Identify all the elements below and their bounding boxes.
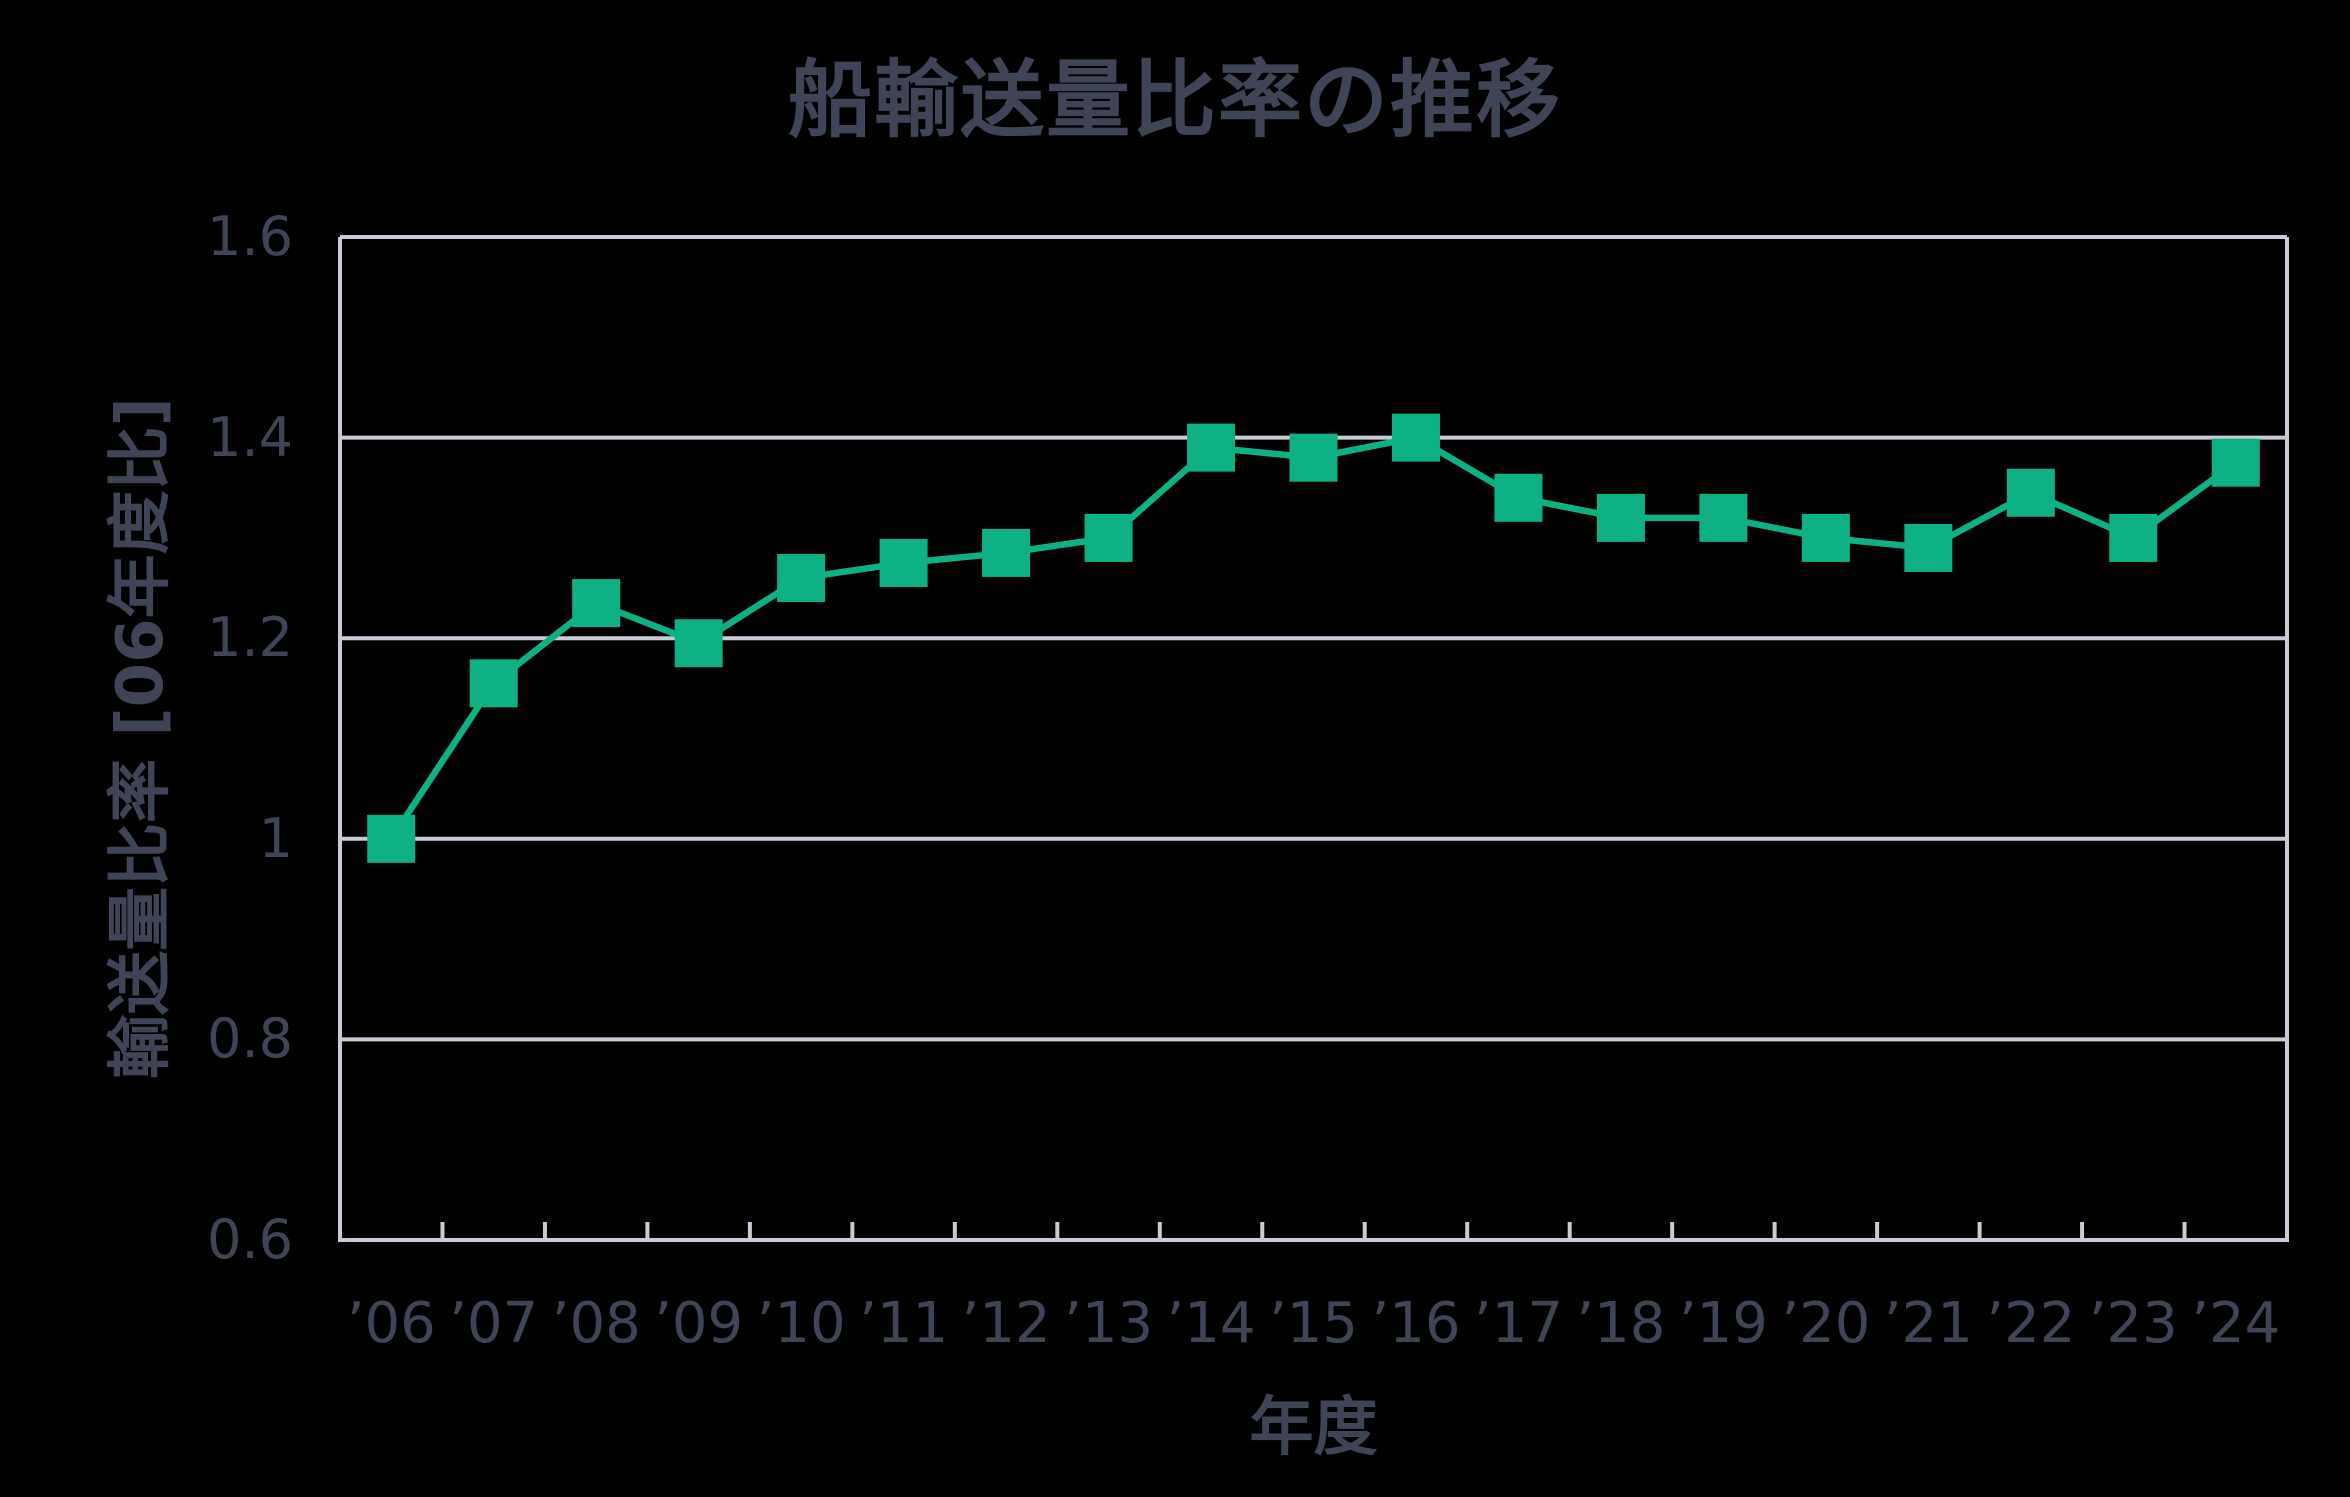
x-tick-label: ’12 xyxy=(961,1291,1051,1356)
data-point-marker xyxy=(1084,513,1133,562)
x-tick-label: ’11 xyxy=(859,1291,949,1356)
x-tick-label: ’21 xyxy=(1883,1291,1973,1356)
x-axis-title: 年度 xyxy=(1249,1391,1378,1465)
chart-title: 船輸送量比率の推移 xyxy=(787,51,1562,149)
data-point-marker xyxy=(674,619,723,668)
data-point-marker xyxy=(572,579,621,628)
y-axis-title: 輸送量比率 [06年度比] xyxy=(104,397,178,1079)
x-tick-label: ’18 xyxy=(1576,1291,1666,1356)
x-tick-label: ’07 xyxy=(449,1291,539,1356)
x-tick-label: ’20 xyxy=(1781,1291,1871,1356)
x-tick-label: ’08 xyxy=(551,1291,641,1356)
data-point-marker xyxy=(1187,423,1236,472)
x-tick-label: ’10 xyxy=(756,1291,846,1356)
data-point-marker xyxy=(1699,493,1748,542)
y-tick-label: 1.2 xyxy=(207,606,293,670)
data-point-marker xyxy=(469,659,518,708)
data-point-marker xyxy=(1596,493,1645,542)
data-point-marker xyxy=(982,528,1031,577)
data-point-marker xyxy=(1801,513,1850,562)
data-point-marker xyxy=(367,814,416,863)
data-point-marker xyxy=(1494,473,1543,522)
data-point-marker xyxy=(2006,468,2055,517)
x-tick-label: ’15 xyxy=(1268,1291,1359,1356)
x-tick-label: ’19 xyxy=(1678,1291,1768,1356)
y-tick-label: 0.8 xyxy=(207,1007,293,1071)
x-tick-label: ’23 xyxy=(2088,1291,2178,1356)
x-tick-label: ’22 xyxy=(1986,1291,2076,1356)
data-point-marker xyxy=(1904,523,1953,572)
data-point-marker xyxy=(2109,513,2158,562)
data-point-marker xyxy=(777,554,826,603)
y-tick-label: 0.6 xyxy=(207,1208,293,1271)
data-point-marker xyxy=(1289,433,1338,482)
x-tick-label: ’09 xyxy=(654,1291,744,1356)
x-tick-label: ’06 xyxy=(346,1291,436,1356)
x-tick-label: ’17 xyxy=(1473,1291,1563,1356)
data-point-marker xyxy=(879,538,928,587)
y-tick-label: 1.4 xyxy=(207,405,293,469)
x-tick-label: ’14 xyxy=(1166,1291,1256,1356)
data-point-marker xyxy=(1391,413,1440,462)
data-point-marker xyxy=(2211,438,2260,487)
y-tick-label: 1.6 xyxy=(207,205,293,268)
x-tick-label: ’24 xyxy=(2191,1291,2281,1356)
x-tick-label: ’16 xyxy=(1371,1291,1461,1356)
x-tick-label: ’13 xyxy=(1064,1291,1154,1356)
y-tick-label: 1 xyxy=(258,806,293,870)
